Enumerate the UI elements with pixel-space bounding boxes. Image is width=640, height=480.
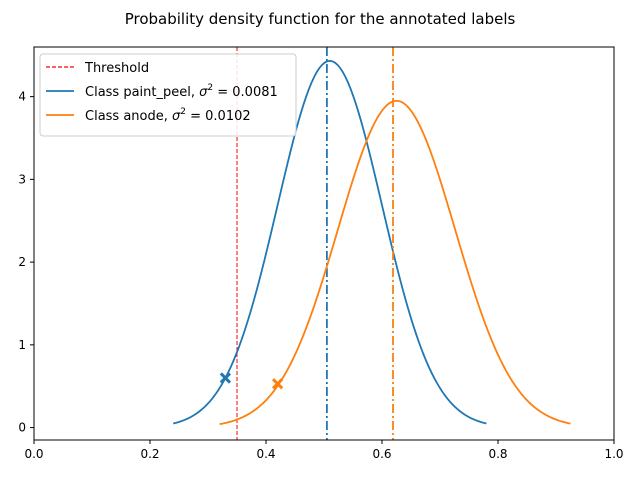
legend-threshold-label: Threshold — [84, 61, 149, 76]
x-tick-label: 0.8 — [488, 447, 507, 461]
legend-frame — [39, 53, 297, 137]
y-tick-label: 0 — [18, 421, 26, 435]
legend-anode-label: Class anode, σ2 = 0.0102 — [85, 107, 251, 124]
x-tick-label: 0.6 — [372, 447, 391, 461]
y-tick-label: 1 — [18, 338, 26, 352]
y-axis: 0 1 2 3 4 — [18, 90, 34, 435]
plot-area — [172, 47, 571, 440]
x-tick-label: 0.0 — [24, 447, 43, 461]
legend: Threshold Class paint_peel, σ2 = 0.0081 … — [39, 53, 297, 137]
x-axis: 0.0 0.2 0.4 0.6 0.8 1.0 — [24, 440, 624, 461]
chart-title: Probability density function for the ann… — [125, 10, 516, 28]
legend-paint-peel-label: Class paint_peel, σ2 = 0.0081 — [85, 83, 278, 100]
threshold-marker-paint-peel — [219, 372, 232, 384]
x-tick-label: 0.4 — [256, 447, 275, 461]
y-tick-label: 2 — [18, 255, 26, 269]
x-tick-label: 0.2 — [140, 447, 159, 461]
y-tick-label: 3 — [18, 172, 26, 186]
axes-frame — [33, 46, 615, 441]
y-tick-label: 4 — [18, 90, 26, 104]
threshold-marker-anode — [271, 378, 284, 390]
x-tick-label: 1.0 — [604, 447, 623, 461]
